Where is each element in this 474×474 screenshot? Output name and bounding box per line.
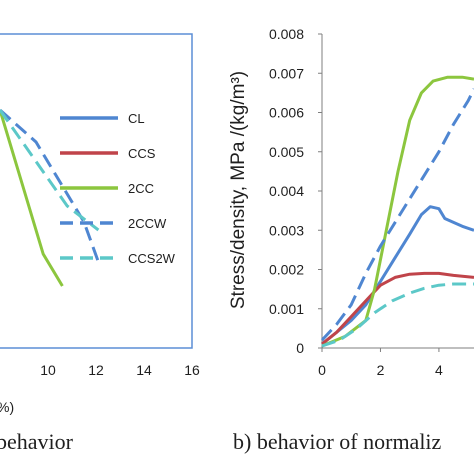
left-x-tick-labels: 10 12 14 16 bbox=[40, 362, 200, 378]
right-x-tick-2: 2 bbox=[377, 362, 385, 378]
right-x-tick-labels: 0 2 4 bbox=[318, 348, 443, 378]
left-x-axis-label-fragment: %) bbox=[0, 399, 14, 415]
right-y-tick-0-004: 0.004 bbox=[269, 183, 304, 199]
right-x-tick-4: 4 bbox=[435, 362, 443, 378]
right-series-line-2cc bbox=[321, 75, 474, 348]
right-y-tick-0: 0 bbox=[296, 340, 304, 356]
left-x-tick-16: 16 bbox=[184, 362, 200, 378]
left-series-line-ccs2w bbox=[0, 109, 100, 232]
legend: CL CCS 2CC 2CCW CCS2W bbox=[60, 111, 176, 266]
left-chart-panel: CL CCS 2CC 2CCW CCS2W 10 12 14 16 %) behavior bbox=[0, 33, 200, 454]
legend-label-2ccw: 2CCW bbox=[128, 216, 167, 231]
left-plot-frame bbox=[0, 33, 193, 349]
right-y-axis-title: Stress/density, MPa /(kg/m³) bbox=[228, 71, 249, 309]
legend-label-cl: CL bbox=[128, 111, 145, 126]
right-series-line-2ccw bbox=[320, 88, 474, 342]
legend-label-ccs2w: CCS2W bbox=[128, 251, 176, 266]
right-series-line-ccs bbox=[321, 271, 474, 346]
right-y-tick-0-003: 0.003 bbox=[269, 222, 304, 238]
left-series-line-2ccw bbox=[0, 108, 100, 263]
right-y-tick-0-005: 0.005 bbox=[269, 144, 304, 160]
left-panel-caption: behavior bbox=[0, 429, 74, 454]
right-series-line-cl bbox=[321, 205, 474, 346]
right-y-tick-0-002: 0.002 bbox=[269, 262, 304, 278]
left-series-group bbox=[0, 108, 100, 287]
right-y-tick-0-007: 0.007 bbox=[269, 65, 304, 81]
right-y-tick-labels: 0 0.001 0.002 0.003 0.004 0.005 0.006 0.007 0.00… bbox=[269, 26, 322, 356]
right-y-tick-0-008: 0.008 bbox=[269, 26, 304, 42]
legend-label-ccs: CCS bbox=[128, 146, 156, 161]
right-chart-panel: 0 0.001 0.002 0.003 0.004 0.005 0.006 0.007 0.00… bbox=[228, 26, 474, 454]
right-x-tick-0: 0 bbox=[318, 362, 326, 378]
right-y-tick-0-006: 0.006 bbox=[269, 105, 304, 121]
left-x-tick-14: 14 bbox=[136, 362, 152, 378]
right-panel-caption: b) behavior of normaliz bbox=[233, 429, 442, 454]
right-y-tick-0-001: 0.001 bbox=[269, 301, 304, 317]
left-series-line-2cc bbox=[0, 109, 64, 287]
right-series-group bbox=[320, 75, 474, 348]
left-x-tick-12: 12 bbox=[88, 362, 104, 378]
legend-label-2cc: 2CC bbox=[128, 181, 154, 196]
left-x-tick-10: 10 bbox=[40, 362, 56, 378]
right-series-line-ccs2w bbox=[321, 282, 474, 348]
